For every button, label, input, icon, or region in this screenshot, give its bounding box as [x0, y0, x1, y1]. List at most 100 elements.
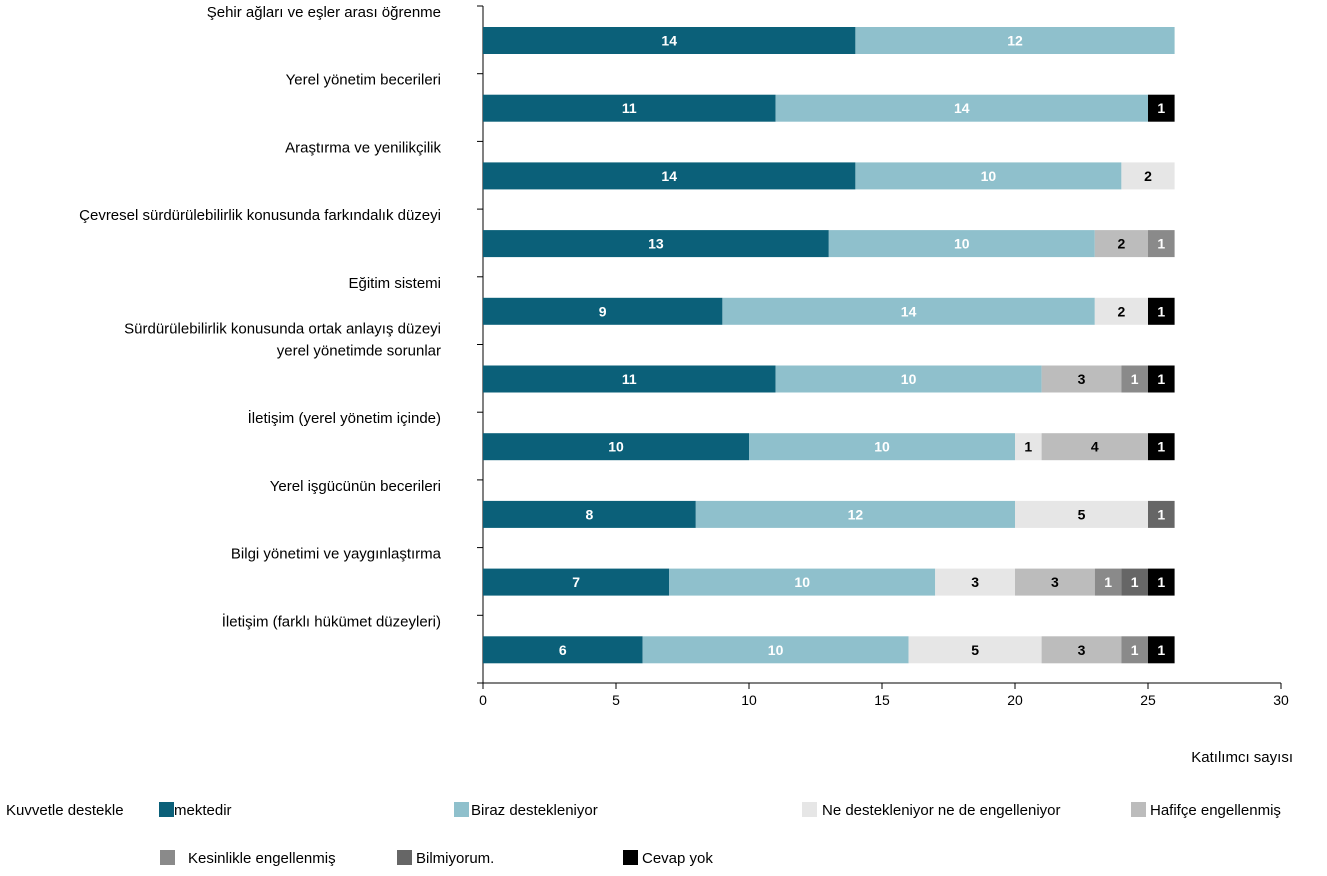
x-tick-labels: 0 5 10 15 20 25 30 — [479, 692, 1289, 708]
category-label: Yerel yönetim becerileri — [286, 72, 441, 89]
bar-value-label: 1 — [1157, 371, 1165, 387]
bar-segment — [1094, 568, 1122, 596]
category-label: Eğitim sistemi — [348, 275, 441, 292]
category-label: Yerel işgücünün becerileri — [270, 478, 441, 495]
bar-segment — [1041, 433, 1148, 461]
bar-segment — [1015, 568, 1095, 596]
legend-label: Kesinlikle engellenmiş — [188, 850, 336, 867]
bar-value-label: 10 — [794, 574, 810, 590]
bar-value-label: 1 — [1157, 506, 1165, 522]
legend-swatch — [159, 802, 174, 817]
bar-value-label: 13 — [648, 236, 664, 252]
bar-segment — [483, 230, 829, 258]
bar-segment — [483, 433, 749, 461]
bar-value-label: 5 — [971, 642, 979, 658]
x-tick-label: 30 — [1273, 692, 1289, 708]
bar-segment — [1041, 365, 1122, 393]
bar-value-label: 1 — [1157, 574, 1165, 590]
bar-value-label: 3 — [971, 574, 979, 590]
category-label: Sürdürülebilirlik konusunda ortak anlayı… — [124, 321, 441, 338]
bar-value-label: 4 — [1091, 439, 1099, 455]
legend-swatch — [1131, 802, 1146, 817]
bar-segment — [1121, 365, 1148, 393]
bar-value-label: 10 — [901, 371, 917, 387]
bar-value-label: 2 — [1144, 168, 1152, 184]
x-tick-label: 20 — [1007, 692, 1023, 708]
bar-segment — [483, 500, 696, 528]
legend-swatch — [160, 850, 175, 865]
x-tick-label: 0 — [479, 692, 487, 708]
category-labels: Şehir ağları ve eşler arası öğrenme Yerel… — [79, 4, 442, 630]
bar-segment — [1148, 297, 1175, 325]
bar-value-label: 11 — [622, 371, 637, 387]
bar-segment — [483, 27, 856, 54]
legend-label: Cevap yok — [642, 850, 713, 867]
legend-swatch — [454, 802, 469, 817]
bar-value-label: 14 — [661, 168, 677, 184]
bar-value-label: 14 — [901, 303, 917, 319]
x-tick-label: 15 — [874, 692, 890, 708]
category-label: Bilgi yönetimi ve yaygınlaştırma — [231, 546, 442, 563]
category-label: İletişim (farklı hükümet düzeyleri) — [222, 612, 441, 630]
bar-value-label: 3 — [1078, 642, 1086, 658]
bar-segment — [1148, 365, 1175, 393]
bar-segment — [908, 636, 1042, 664]
category-label: Araştırma ve yenilikçilik — [285, 139, 441, 156]
bar-segment — [1148, 636, 1175, 664]
bar-segment — [1015, 500, 1148, 528]
bar-value-label: 3 — [1051, 574, 1059, 590]
bar-value-label: 10 — [608, 439, 624, 455]
bar-value-label: 14 — [954, 100, 970, 116]
bar-value-label: 10 — [874, 439, 890, 455]
bar-segment — [483, 94, 776, 122]
bar-value-label: 1 — [1104, 574, 1112, 590]
bar-segment — [669, 568, 936, 596]
bar-segment — [483, 365, 776, 393]
bar-segment — [935, 568, 1015, 596]
bar-value-label: 1 — [1157, 303, 1165, 319]
bar-segment — [483, 162, 856, 190]
bar-segment — [855, 162, 1122, 190]
bar-segment — [1148, 230, 1175, 258]
category-label: İletişim (yerel yönetim içinde) — [248, 409, 441, 427]
bar-segment — [749, 433, 1015, 461]
bar-value-label: 1 — [1157, 642, 1165, 658]
bar-value-label: 1 — [1131, 642, 1139, 658]
bar-segment — [642, 636, 909, 664]
bar-value-label: 1 — [1131, 574, 1139, 590]
x-tick-label: 25 — [1140, 692, 1156, 708]
legend-label: Bilmiyorum. — [416, 850, 494, 867]
bar-segment — [1121, 636, 1148, 664]
legend-label: Kuvvetle destekle — [6, 802, 124, 819]
legend-label: Ne destekleniyor ne de engelleniyor — [822, 802, 1060, 819]
bar-segment — [1148, 500, 1175, 528]
category-label: Çevresel sürdürülebilirlik konusunda far… — [79, 207, 441, 224]
bar-value-label: 5 — [1078, 506, 1086, 522]
bar-segment — [1041, 636, 1122, 664]
bar-value-label: 12 — [848, 506, 864, 522]
bar-value-label: 12 — [1007, 33, 1023, 49]
bar-segment — [483, 636, 643, 664]
legend-label: Hafifçe engellenmiş — [1150, 802, 1281, 819]
bar-value-label: 2 — [1118, 303, 1126, 319]
bar-value-label: 10 — [768, 642, 784, 658]
bar-segment — [1148, 433, 1175, 461]
bar-segment — [828, 230, 1095, 258]
bar-value-label: 7 — [572, 574, 580, 590]
x-tick-label: 5 — [612, 692, 620, 708]
legend-label-suffix: mektedir — [174, 802, 232, 819]
category-label: Şehir ağları ve eşler arası öğrenme — [207, 4, 441, 21]
bar-segment — [1148, 94, 1175, 122]
bar-segment — [483, 568, 670, 596]
bar-segment — [855, 27, 1175, 54]
bar-value-label: 1 — [1157, 439, 1165, 455]
bar-value-label: 2 — [1118, 236, 1126, 252]
bar-segment — [1121, 568, 1148, 596]
legend-swatch — [802, 802, 817, 817]
legend: Kuvvetle destekle mektedir Biraz desteklen… — [6, 802, 1281, 867]
bar-segment — [775, 365, 1042, 393]
bar-segment — [1015, 433, 1042, 461]
bar-segment — [775, 94, 1148, 122]
